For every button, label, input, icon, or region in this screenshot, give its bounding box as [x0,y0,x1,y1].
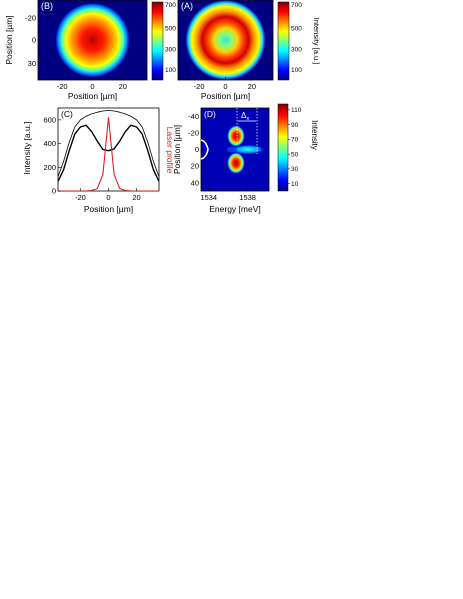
panel-b-ylabel: Position [µm] [4,15,14,64]
panel-d-delta-subscript: x [246,116,249,122]
panel-d-ytick: 0 [195,145,199,154]
panel-d-delta-label: Δx [241,111,249,122]
panel-c-series-line-1 [58,110,159,177]
panel-c-ytick: 200 [43,163,56,172]
panel-c-ylabel: Intensity [a.u.] [22,122,32,175]
panel-c-ytick: 0 [52,187,56,196]
panel-d-colorbar-ticks: 10 30 50 70 90 110 [288,107,302,188]
panel-c-ytick: 400 [43,139,56,148]
panel-d-yticks: -40 -20 0 20 40 [188,112,204,187]
panel-c-series-line-3 [58,116,159,191]
panel-d-colorbar-tick: 50 [291,151,299,158]
panel-d: Δx (D) -40 -20 0 20 40 1534 1538 Energy [meV]… [172,103,319,214]
panel-a-xtick: 20 [248,82,256,91]
panel-b-xtick: -20 [57,82,68,91]
panel-c-ytick: 600 [43,115,56,124]
panel-d-ytick: 40 [191,178,199,187]
panel-a-ring [185,0,266,80]
panel-d-laser-profile [200,139,209,160]
panel-b-colorbar-tick: 700 [165,2,176,9]
panel-d-xlabel: Energy [meV] [209,204,261,214]
panel-b-disk [55,3,130,77]
panel-b-ytick: -20 [25,14,36,23]
panel-d-colorbar-label: Intensity [310,120,319,150]
panel-c-y2label: Laser profile [165,127,175,174]
panel-b-xlabel: Position [µm] [68,91,117,101]
panel-b-yticks: -20 0 30 [25,14,41,68]
panel-d-xticks: 1534 1538 [200,188,256,202]
panel-c-series [58,110,159,191]
panel-a-xtick: 0 [223,82,227,91]
panel-a-xlabel: Position [µm] [201,91,250,101]
panel-d-emission [201,108,269,191]
panel-b-xticks: -20 0 20 [57,77,127,91]
panel-a-colorbar-tick: 500 [291,26,302,33]
panel-d-lower-lobe [227,152,245,174]
panel-d-ytick: -40 [188,112,199,121]
panel-d-colorbar-tick: 90 [291,122,299,129]
panel-d-upper-lobe [227,125,245,147]
panel-c: (C) 0 200 400 600 -20 0 20 Position [µm] Inte… [22,107,175,214]
panel-d-center-gap [227,146,237,153]
panel-b-colorbar-tick: 300 [165,46,176,53]
panel-a-colorbar-label: Intensity [a.u.] [312,18,321,65]
panel-d-ytick: 20 [191,162,199,171]
panel-c-xtick: 20 [132,193,140,202]
panel-d-label: (D) [204,109,216,119]
panel-b-ytick: 0 [32,36,36,45]
panel-b-colorbar [151,1,164,81]
panel-c-xtick: -20 [75,193,86,202]
panel-d-colorbar-tick: 70 [291,137,299,144]
panel-a-colorbar-tick: 100 [291,67,302,74]
panel-c-label: (C) [61,109,73,119]
panel-d-xtick: 1538 [239,193,256,202]
panel-c-xtick: 0 [106,193,110,202]
panel-a-colorbar-tick: 300 [291,46,302,53]
panel-b-colorbar-tick: 100 [165,67,176,74]
panel-a-label: (A) [181,1,193,11]
panel-a-colorbar [277,1,290,81]
panel-a-xticks: -20 0 20 [194,77,256,91]
panel-d-ylabel: Position [µm] [172,125,182,174]
panel-d-colorbar [277,103,289,192]
panel-d-delta-symbol: Δ [241,111,247,120]
panel-b-xtick: 20 [119,82,127,91]
panel-c-yticks: 0 200 400 600 [43,115,61,196]
panel-b: (B) -20 0 30 -20 0 20 Position [µm] Posi… [4,0,176,101]
panel-d-colorbar-tick: 30 [291,166,299,173]
panel-c-xlabel: Position [µm] [84,204,133,214]
panel-a: (A) -20 0 20 Position [µm] 700 500 300 1… [177,0,321,101]
panel-a-xtick: -20 [194,82,205,91]
panel-b-xtick: 0 [90,82,94,91]
panel-d-xtick: 1534 [200,193,217,202]
panel-d-colorbar-tick: 10 [291,181,299,188]
panel-b-label: (B) [41,1,53,11]
panel-d-ytick: -20 [188,129,199,138]
panel-b-colorbar-tick: 500 [165,26,176,33]
panel-d-colorbar-tick: 110 [291,107,302,114]
panel-a-colorbar-tick: 700 [291,2,302,9]
panel-c-xticks: -20 0 20 [75,188,141,202]
panel-b-ytick: 30 [28,59,36,68]
panel-c-series-line-2 [58,124,159,182]
